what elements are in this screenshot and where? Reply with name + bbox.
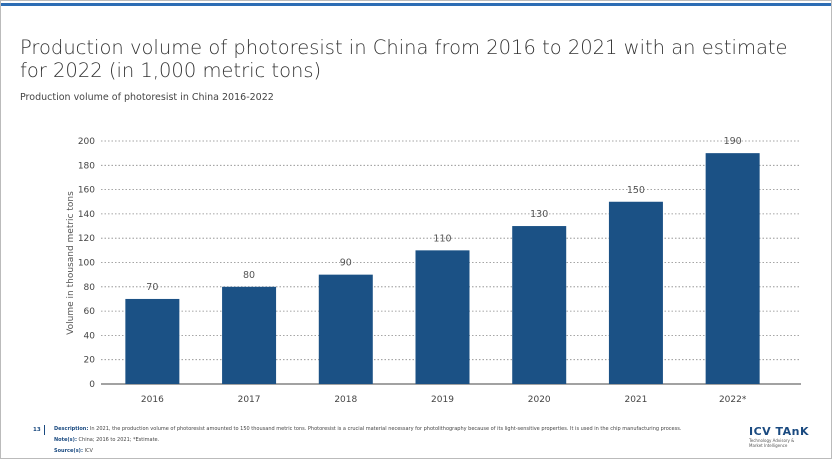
y-tick-label: 0 bbox=[89, 380, 95, 390]
note-label: Note(s): bbox=[54, 437, 77, 443]
y-tick-label: 120 bbox=[78, 234, 95, 244]
y-tick-label: 140 bbox=[78, 210, 95, 220]
y-tick-label: 80 bbox=[84, 283, 96, 293]
value-label: 110 bbox=[433, 233, 451, 244]
x-tick-label: 2020 bbox=[528, 395, 551, 405]
y-tick-label: 160 bbox=[78, 186, 95, 196]
x-tick-label: 2019 bbox=[431, 395, 454, 405]
source-label: Source(s): bbox=[54, 448, 83, 454]
note: Note(s): China; 2016 to 2021; *Estimate. bbox=[54, 437, 159, 443]
logo-tagline: Technology Advisory & Market Intelligenc… bbox=[749, 438, 795, 448]
bar bbox=[512, 226, 567, 384]
page-number: 13 bbox=[33, 427, 41, 433]
value-label: 190 bbox=[724, 136, 742, 147]
bar bbox=[222, 286, 277, 384]
y-tick-label: 20 bbox=[84, 356, 96, 366]
value-label: 90 bbox=[340, 258, 352, 269]
x-tick-label: 2016 bbox=[141, 395, 164, 405]
y-axis-label: Volume in thousand metric tons bbox=[66, 191, 76, 335]
logo: ICV TAnK bbox=[749, 425, 810, 438]
value-label: 150 bbox=[627, 185, 645, 196]
y-tick-label: 40 bbox=[84, 331, 96, 341]
x-tick-label: 2018 bbox=[334, 395, 357, 405]
y-tick-label: 60 bbox=[84, 307, 96, 317]
y-tick-label: 200 bbox=[78, 137, 95, 147]
bar bbox=[705, 153, 760, 384]
top-bar bbox=[1, 3, 831, 6]
y-tick-label: 100 bbox=[78, 259, 95, 269]
source: Source(s): ICV bbox=[54, 448, 93, 454]
x-tick-label: 2022* bbox=[719, 395, 747, 405]
description-label: Description: bbox=[54, 426, 89, 432]
chart-subtitle: Production volume of photoresist in Chin… bbox=[20, 92, 274, 103]
source-text: ICV bbox=[84, 448, 93, 454]
y-tick-label: 180 bbox=[78, 161, 95, 171]
description: Description: In 2021, the production vol… bbox=[54, 426, 681, 432]
bar bbox=[318, 274, 373, 384]
bar bbox=[125, 298, 180, 384]
bar bbox=[608, 201, 663, 384]
x-tick-label: 2017 bbox=[238, 395, 261, 405]
value-label: 130 bbox=[530, 209, 548, 220]
description-text: In 2021, the production volume of photor… bbox=[89, 426, 682, 432]
chart: Volume in thousand metric tons 0 20 40 60 80… bbox=[66, 136, 801, 405]
note-text: China; 2016 to 2021; *Estimate. bbox=[78, 437, 160, 443]
chart-title: Production volume of photoresist in Chin… bbox=[20, 36, 788, 82]
value-label: 70 bbox=[146, 282, 158, 293]
bar bbox=[415, 250, 470, 384]
x-tick-label: 2021 bbox=[624, 395, 647, 405]
value-label: 80 bbox=[243, 270, 255, 281]
page-number-divider bbox=[44, 425, 45, 435]
